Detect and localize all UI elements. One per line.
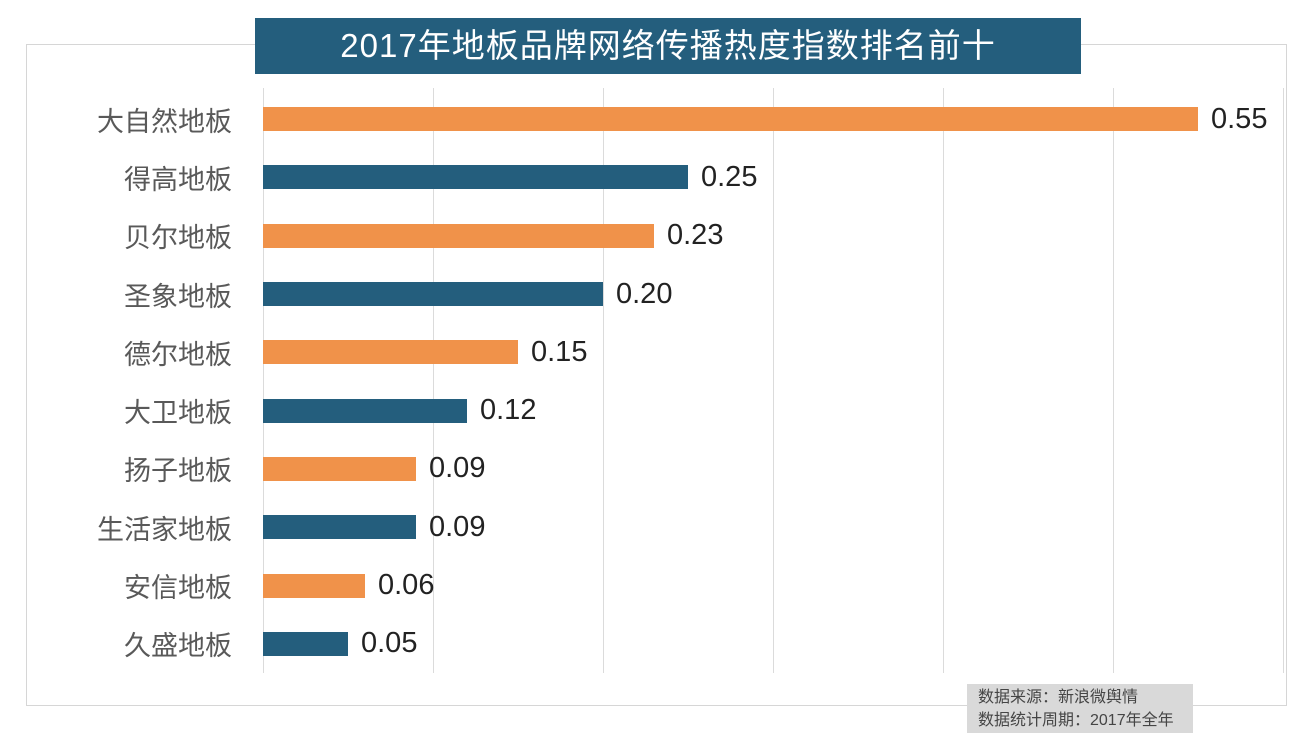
category-label: 扬子地板 xyxy=(124,456,232,487)
bar xyxy=(263,456,416,481)
source-note-box: 数据来源：新浪微舆情 数据统计周期：2017年全年 xyxy=(967,684,1193,733)
value-label: 0.05 xyxy=(361,627,418,660)
gridline xyxy=(433,88,434,673)
category-label: 圣象地板 xyxy=(124,281,232,312)
bar-row: 久盛地板 0.05 xyxy=(0,615,1314,673)
bar-row: 得高地板 0.25 xyxy=(0,148,1314,206)
bar xyxy=(263,340,518,365)
gridline xyxy=(1113,88,1114,673)
category-label: 得高地板 xyxy=(124,164,232,195)
gridline xyxy=(773,88,774,673)
value-label: 0.09 xyxy=(429,452,486,485)
bar xyxy=(263,282,603,307)
bar-row: 圣象地板 0.20 xyxy=(0,265,1314,323)
chart-title: 2017年地板品牌网络传播热度指数排名前十 xyxy=(255,18,1081,74)
bar xyxy=(263,107,1198,132)
gridline xyxy=(263,88,264,673)
bar-row: 贝尔地板 0.23 xyxy=(0,207,1314,265)
category-label: 安信地板 xyxy=(124,573,232,604)
value-label: 0.06 xyxy=(378,569,435,602)
bar xyxy=(263,573,365,598)
value-label: 0.20 xyxy=(616,277,673,310)
bar-row: 大自然地板 0.55 xyxy=(0,90,1314,148)
data-source-text: 数据来源：新浪微舆情 xyxy=(978,689,1139,706)
category-label: 生活家地板 xyxy=(97,514,232,545)
value-label: 0.23 xyxy=(667,219,724,252)
bar xyxy=(263,165,688,190)
value-label: 0.25 xyxy=(701,160,758,193)
value-label: 0.15 xyxy=(531,335,588,368)
data-period-text: 数据统计周期：2017年全年 xyxy=(978,712,1174,729)
gridline xyxy=(943,88,944,673)
bar-row: 扬子地板 0.09 xyxy=(0,440,1314,498)
value-label: 0.12 xyxy=(480,394,537,427)
bar-row: 生活家地板 0.09 xyxy=(0,498,1314,556)
bar-row: 德尔地板 0.15 xyxy=(0,323,1314,381)
value-label: 0.55 xyxy=(1211,102,1268,135)
gridline xyxy=(1283,88,1284,673)
category-label: 久盛地板 xyxy=(124,631,232,662)
category-label: 大自然地板 xyxy=(97,106,232,137)
value-label: 0.09 xyxy=(429,510,486,543)
bar xyxy=(263,398,467,423)
category-label: 德尔地板 xyxy=(124,339,232,370)
category-label: 贝尔地板 xyxy=(124,223,232,254)
bar xyxy=(263,631,348,656)
bar xyxy=(263,223,654,248)
bar-row: 大卫地板 0.12 xyxy=(0,382,1314,440)
bar xyxy=(263,515,416,540)
category-label: 大卫地板 xyxy=(124,398,232,429)
gridline xyxy=(603,88,604,673)
bar-row: 安信地板 0.06 xyxy=(0,556,1314,614)
